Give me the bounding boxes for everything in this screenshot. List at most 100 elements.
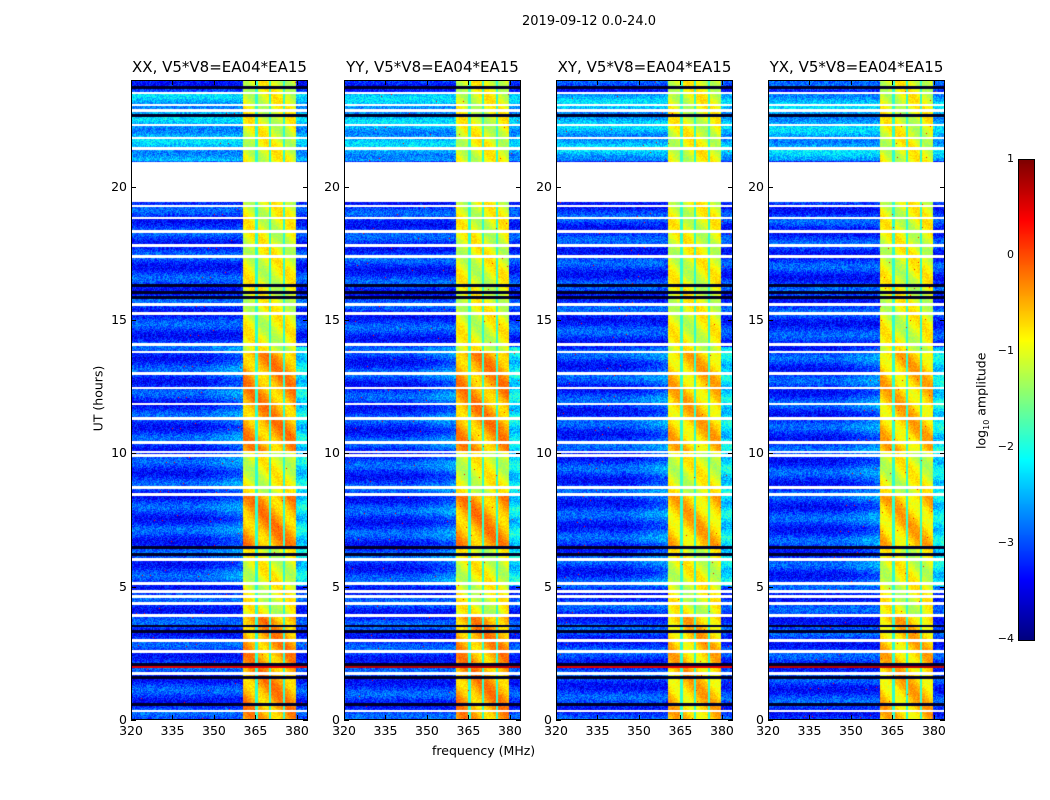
y-tick-mark <box>516 586 521 588</box>
panel-title: XX, V5*V8=EA04*EA15 <box>132 58 307 76</box>
y-tick-mark <box>768 586 773 588</box>
x-tick-mark <box>680 715 682 720</box>
y-tick-label: 20 <box>748 178 764 194</box>
y-tick-mark <box>768 320 773 321</box>
panel-title: XY, V5*V8=EA04*EA15 <box>557 58 732 76</box>
x-tick-mark <box>172 80 174 85</box>
x-tick-mark <box>131 80 132 85</box>
y-tick-mark <box>516 453 521 455</box>
heatmap-image <box>557 81 732 719</box>
colorbar-tick-label: −4 <box>997 632 1014 645</box>
x-tick-label: 365 <box>880 723 905 738</box>
y-tick-mark <box>556 720 561 721</box>
colorbar-tick-label: 0 <box>1007 248 1014 261</box>
y-tick-label: 10 <box>748 445 764 461</box>
y-tick-mark <box>344 586 349 588</box>
x-tick-mark <box>385 80 387 85</box>
heatmap-image <box>345 81 520 719</box>
x-tick-mark <box>385 715 387 720</box>
x-tick-mark <box>509 80 511 85</box>
x-tick-mark <box>131 715 132 720</box>
y-axis-label: UT (hours) <box>90 365 106 432</box>
x-tick-label: 380 <box>710 723 734 738</box>
y-tick-label: 15 <box>536 312 552 327</box>
y-tick-mark <box>344 720 349 721</box>
y-tick-mark <box>516 186 521 188</box>
x-tick-mark <box>255 80 257 85</box>
heatmap-image <box>769 81 944 719</box>
colorbar-tick-label: −1 <box>997 344 1014 357</box>
x-tick-mark <box>721 715 723 720</box>
y-tick-label: 5 <box>119 578 127 594</box>
x-tick-mark <box>768 80 769 85</box>
x-tick-label: 380 <box>285 723 309 738</box>
colorbar-tick-label: −3 <box>997 536 1014 549</box>
x-tick-mark <box>933 80 935 85</box>
y-tick-mark <box>728 186 733 188</box>
y-tick-mark <box>303 586 308 588</box>
y-tick-mark <box>344 186 349 188</box>
y-tick-mark <box>303 720 308 721</box>
heatmap-panel-yx <box>768 80 945 720</box>
y-tick-mark <box>728 720 733 721</box>
y-tick-mark <box>728 586 733 588</box>
colorbar-label-prefix: log <box>973 429 989 449</box>
x-tick-label: 365 <box>243 723 268 738</box>
y-tick-mark <box>131 586 136 588</box>
y-tick-mark <box>131 320 136 321</box>
y-tick-label: 15 <box>111 312 127 327</box>
colorbar-label: log10 amplitude <box>973 351 991 451</box>
x-tick-label: 380 <box>922 723 946 738</box>
x-axis-label: frequency (MHz) <box>432 743 536 758</box>
x-tick-mark <box>255 715 257 720</box>
x-tick-mark <box>556 715 557 720</box>
x-tick-mark <box>892 80 894 85</box>
y-tick-mark <box>303 186 308 188</box>
y-tick-mark <box>940 720 945 721</box>
y-tick-mark <box>131 720 136 721</box>
y-tick-label: 10 <box>536 445 552 461</box>
x-tick-mark <box>213 715 215 720</box>
colorbar-label-sub: 10 <box>981 419 991 430</box>
y-tick-label: 0 <box>332 712 340 727</box>
colorbar-tick-label: −2 <box>997 440 1014 453</box>
x-tick-label: 365 <box>668 723 693 738</box>
y-tick-mark <box>728 453 733 455</box>
x-tick-label: 365 <box>456 723 481 738</box>
x-tick-label: 350 <box>627 723 651 738</box>
y-tick-mark <box>131 453 136 455</box>
y-tick-label: 0 <box>119 712 127 727</box>
x-tick-label: 350 <box>415 723 439 738</box>
x-tick-mark <box>809 715 811 720</box>
y-tick-mark <box>344 453 349 455</box>
x-tick-mark <box>638 715 640 720</box>
x-tick-label: 350 <box>839 723 863 738</box>
x-tick-mark <box>768 715 769 720</box>
y-tick-label: 5 <box>756 578 764 594</box>
figure-title: 2019-09-12 0.0-24.0 <box>522 14 656 29</box>
y-tick-mark <box>940 453 945 455</box>
x-tick-mark <box>556 80 557 85</box>
y-tick-mark <box>303 320 308 321</box>
x-tick-mark <box>426 80 428 85</box>
x-tick-mark <box>509 715 511 720</box>
x-tick-mark <box>850 715 852 720</box>
x-tick-mark <box>213 80 215 85</box>
y-tick-mark <box>303 453 308 455</box>
y-tick-mark <box>556 586 561 588</box>
y-tick-label: 10 <box>111 445 127 461</box>
y-tick-label: 15 <box>324 312 340 327</box>
y-tick-mark <box>768 453 773 455</box>
y-tick-label: 10 <box>324 445 340 461</box>
x-tick-mark <box>680 80 682 85</box>
x-tick-label: 320 <box>544 723 568 738</box>
x-tick-label: 320 <box>119 723 143 738</box>
y-tick-label: 0 <box>544 712 552 727</box>
x-tick-label: 380 <box>498 723 522 738</box>
y-tick-mark <box>516 320 521 321</box>
y-tick-label: 20 <box>536 178 552 194</box>
x-tick-mark <box>344 715 345 720</box>
heatmap-panel-xx <box>131 80 308 720</box>
y-tick-mark <box>768 720 773 721</box>
x-tick-mark <box>172 715 174 720</box>
